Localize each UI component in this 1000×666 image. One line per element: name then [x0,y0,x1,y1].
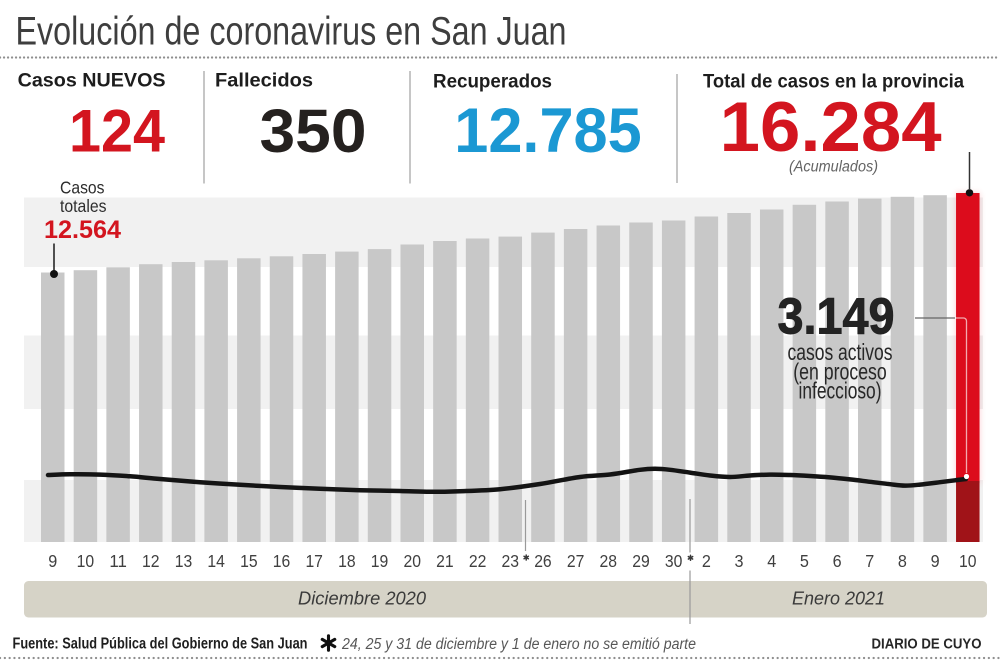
svg-text:19: 19 [371,551,389,571]
svg-text:9: 9 [48,551,57,571]
svg-text:23: 23 [502,551,520,571]
svg-text:(en proceso: (en proceso [793,359,887,385]
svg-text:10: 10 [959,551,977,571]
svg-text:Diciembre 2020: Diciembre 2020 [298,587,427,608]
svg-text:6: 6 [833,551,842,571]
svg-text:totales: totales [60,196,107,216]
svg-text:5: 5 [800,551,809,571]
svg-text:26: 26 [534,551,552,571]
svg-text:10: 10 [77,551,95,571]
svg-text:(Acumulados): (Acumulados) [789,159,878,176]
svg-text:28: 28 [600,551,618,571]
svg-text:30: 30 [665,551,683,571]
svg-text:16.284: 16.284 [720,87,942,166]
svg-text:124: 124 [69,97,166,164]
svg-text:27: 27 [567,551,585,571]
svg-text:casos activos: casos activos [788,339,893,365]
svg-text:29: 29 [632,551,650,571]
svg-text:Fallecidos: Fallecidos [215,71,313,92]
svg-text:11: 11 [109,551,127,571]
svg-text:12.785: 12.785 [454,96,642,166]
svg-text:13: 13 [175,551,193,571]
svg-text:Total de casos en la provincia: Total de casos en la provincia [703,72,964,93]
svg-text:12.564: 12.564 [44,216,121,244]
svg-text:Fuente: Salud Pública del Gobi: Fuente: Salud Pública del Gobierno de Sa… [13,635,308,652]
svg-text:8: 8 [898,551,907,571]
svg-text:17: 17 [305,551,323,571]
svg-text:DIARIO DE CUYO: DIARIO DE CUYO [872,637,982,653]
svg-text:20: 20 [403,551,421,571]
svg-text:Enero 2021: Enero 2021 [792,587,885,608]
svg-text:350: 350 [260,97,367,165]
svg-text:Evolución de coronavirus en Sa: Evolución de coronavirus en San Juan [16,10,567,54]
svg-text:22: 22 [469,551,487,571]
svg-text:21: 21 [436,551,454,571]
svg-text:3.149: 3.149 [778,288,895,345]
svg-text:15: 15 [240,551,258,571]
svg-text:16: 16 [273,551,291,571]
svg-text:3: 3 [735,551,744,571]
svg-text:9: 9 [931,551,940,571]
svg-text:Casos: Casos [60,178,105,198]
svg-text:infeccioso): infeccioso) [799,378,882,404]
svg-text:Recuperados: Recuperados [433,72,552,93]
svg-text:14: 14 [207,551,225,571]
svg-text:12: 12 [142,551,160,571]
svg-text:Casos NUEVOS: Casos NUEVOS [18,71,166,92]
svg-text:7: 7 [865,551,874,571]
svg-text:24, 25 y 31 de diciembre y 1 d: 24, 25 y 31 de diciembre y 1 de enero no… [341,636,696,653]
svg-text:18: 18 [338,551,356,571]
svg-text:4: 4 [767,551,776,571]
svg-text:2: 2 [702,551,711,571]
